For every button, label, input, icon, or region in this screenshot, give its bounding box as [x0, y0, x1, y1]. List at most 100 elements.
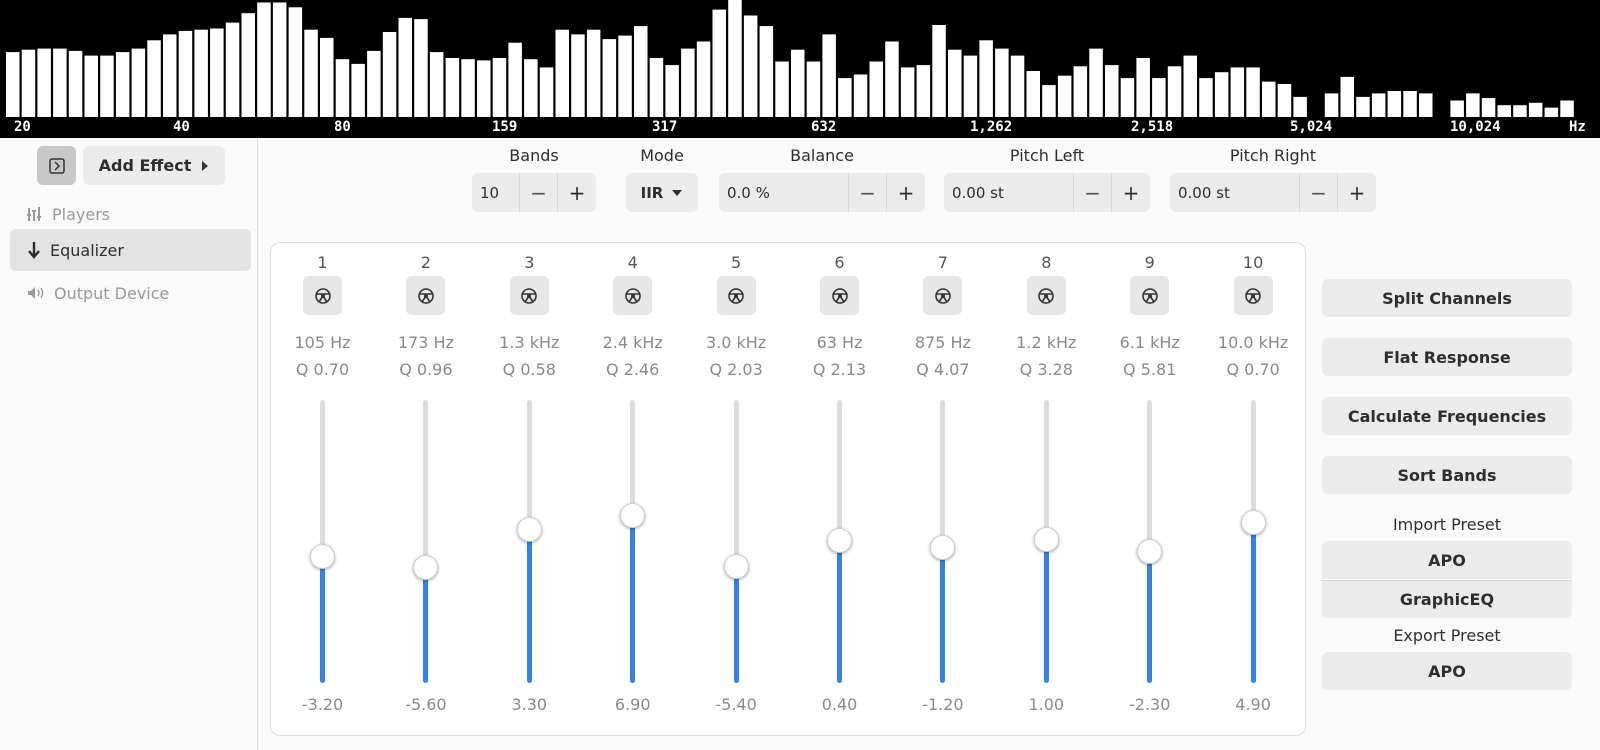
spectrum-bar: [398, 17, 412, 117]
sidebar-item-equalizer[interactable]: Equalizer: [10, 229, 251, 271]
spectrum-bar: [900, 67, 915, 117]
slider-knob[interactable]: [1033, 527, 1059, 552]
band-gain-slider[interactable]: [413, 400, 439, 683]
slider-knob[interactable]: [310, 544, 335, 569]
band-type-button[interactable]: [923, 276, 963, 315]
bands-decrement-button[interactable]: −: [520, 173, 558, 212]
calculate-frequencies-button[interactable]: Calculate Frequencies: [1322, 397, 1572, 435]
flat-response-button[interactable]: Flat Response: [1322, 338, 1572, 376]
export-apo-button[interactable]: APO: [1322, 652, 1572, 690]
band-type-button[interactable]: [1233, 276, 1273, 315]
slider-knob[interactable]: [1137, 539, 1163, 564]
band-type-button[interactable]: [303, 276, 342, 315]
slider-knob[interactable]: [930, 535, 956, 560]
band-gain-slider[interactable]: [1137, 400, 1163, 683]
slider-knob[interactable]: [620, 503, 646, 528]
sidebar-toggle-icon: [48, 157, 65, 174]
band-type-button[interactable]: [1130, 276, 1170, 315]
slider-fill: [423, 567, 429, 683]
band-frequency: 10.0 kHz: [1217, 333, 1289, 352]
spectrum-bar: [382, 32, 397, 117]
pitch-right-spinbutton[interactable]: 0.00 st − +: [1170, 173, 1376, 212]
pitch-left-increment-button[interactable]: +: [1122, 180, 1140, 205]
bands-value[interactable]: 10: [472, 173, 520, 212]
band-type-button[interactable]: [613, 276, 653, 315]
spectrum-bar: [649, 58, 664, 117]
band-gain-slider[interactable]: [930, 400, 956, 683]
spectrum-bar: [1513, 105, 1527, 117]
balance-increment-button[interactable]: +: [897, 180, 915, 205]
pitch-left-spinbutton[interactable]: 0.00 st − +: [944, 173, 1150, 212]
band-number: 7: [937, 253, 948, 272]
spectrum-bar: [1167, 66, 1182, 117]
band-gain-slider[interactable]: [1033, 400, 1059, 683]
hz-label: 10,024: [1450, 119, 1501, 135]
hz-label: 159: [492, 119, 518, 135]
filter-type-icon: [728, 287, 744, 304]
band-quality: Q 2.13: [812, 360, 867, 379]
spectrum-bar: [1560, 100, 1574, 117]
band-gain-slider[interactable]: [620, 400, 646, 683]
spectrum-bar: [1277, 84, 1292, 117]
import-apo-button[interactable]: APO: [1322, 541, 1572, 579]
slider-knob[interactable]: [1240, 510, 1266, 535]
spectrum-bar: [885, 41, 899, 117]
spectrum-bar: [728, 0, 742, 117]
eq-band: 5 3.0 kHz Q 2.03 -5.40: [685, 243, 788, 737]
band-type-button[interactable]: [406, 276, 446, 315]
bands-spinbutton[interactable]: 10 − +: [472, 173, 596, 212]
band-gain-slider[interactable]: [516, 400, 542, 683]
pitch-left-value[interactable]: 0.00 st: [944, 173, 1074, 212]
slider-fill: [1250, 522, 1256, 683]
sidebar-item-players[interactable]: Players: [10, 193, 251, 235]
slider-knob[interactable]: [516, 517, 542, 542]
pitch-right-decrement-button[interactable]: −: [1300, 173, 1338, 212]
bands-increment-button[interactable]: +: [568, 180, 586, 205]
spectrum-bar: [367, 50, 381, 117]
band-quality: Q 5.81: [1123, 360, 1177, 379]
import-graphiceq-button[interactable]: GraphicEQ: [1322, 580, 1572, 618]
balance-decrement-button[interactable]: −: [849, 173, 887, 212]
sidebar-item-output-device[interactable]: Output Device: [10, 272, 251, 314]
spectrum-bar: [806, 61, 821, 117]
band-type-button[interactable]: [820, 276, 859, 315]
add-effect-button[interactable]: Add Effect: [83, 146, 225, 185]
spectrum-bar: [1293, 96, 1307, 117]
band-number: 2: [420, 253, 431, 272]
spectrum-bar: [1262, 81, 1276, 117]
band-type-button[interactable]: [509, 276, 549, 315]
balance-value[interactable]: 0.0 %: [719, 173, 849, 212]
band-gain-slider[interactable]: [310, 400, 335, 683]
band-gain-slider[interactable]: [827, 400, 852, 683]
band-type-button[interactable]: [716, 276, 756, 315]
split-channels-button[interactable]: Split Channels: [1322, 279, 1572, 317]
spectrum-bar: [1481, 98, 1496, 117]
mode-dropdown[interactable]: IIR: [626, 173, 698, 212]
band-type-button[interactable]: [1026, 276, 1066, 315]
sidebar-toggle-button[interactable]: [37, 146, 76, 185]
pitch-right-value[interactable]: 0.00 st: [1170, 173, 1300, 212]
slider-knob[interactable]: [723, 554, 749, 579]
sort-bands-button[interactable]: Sort Bands: [1322, 456, 1572, 494]
spectrum-bar: [1042, 85, 1056, 117]
spectrum-bar: [37, 48, 51, 117]
spectrum-bar: [1246, 67, 1260, 117]
spectrum-bar: [1544, 107, 1559, 117]
band-gain-slider[interactable]: [723, 400, 749, 683]
balance-spinbutton[interactable]: 0.0 % − +: [719, 173, 925, 212]
spectrum-bar: [1387, 91, 1402, 117]
slider-knob[interactable]: [827, 528, 852, 553]
spectrum-bar: [1214, 72, 1229, 117]
pitch-left-decrement-button[interactable]: −: [1074, 173, 1112, 212]
slider-knob[interactable]: [413, 555, 439, 580]
filter-type-icon: [1038, 287, 1055, 304]
pitch-left-label: Pitch Left: [1009, 146, 1085, 165]
spectrum-bar: [571, 34, 585, 117]
pitch-right-increment-button[interactable]: +: [1348, 180, 1366, 205]
band-number: 3: [524, 253, 535, 272]
band-gain-slider[interactable]: [1240, 400, 1266, 683]
spectrum-bar: [775, 61, 789, 117]
slider-fill: [1043, 539, 1049, 683]
band-frequency: 1.2 kHz: [1016, 333, 1077, 352]
filter-type-icon: [831, 287, 848, 304]
